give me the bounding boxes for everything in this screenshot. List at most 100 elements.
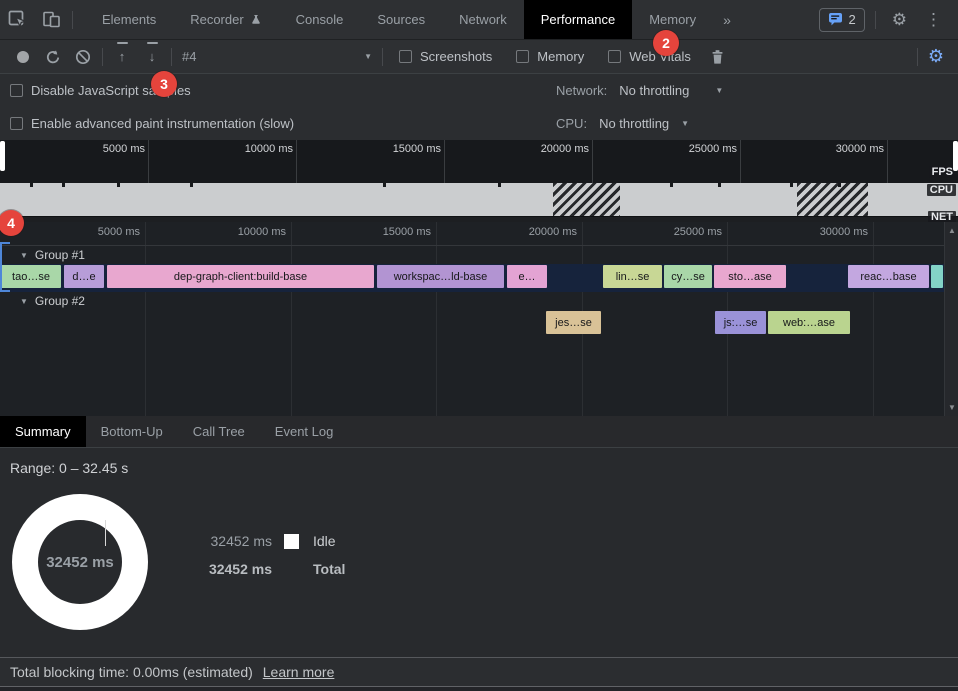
checkbox-label: Memory: [537, 49, 585, 64]
cpu-activity-dip: [838, 183, 841, 187]
divider: [874, 10, 876, 29]
advanced-paint-checkbox[interactable]: Enable advanced paint instrumentation (s…: [10, 116, 294, 131]
cpu-label: CPU:: [556, 116, 588, 131]
flame-bar[interactable]: reac…base: [848, 265, 929, 288]
tab-console[interactable]: Console: [279, 0, 361, 39]
tab-label: Performance: [540, 12, 616, 27]
tab-label: Recorder: [190, 12, 244, 27]
scroll-up-icon[interactable]: ▲: [948, 226, 956, 235]
tab-label: Console: [295, 12, 344, 27]
group-2-header[interactable]: ▼ Group #2: [0, 292, 944, 310]
overview-tick-label: 25000 ms: [688, 143, 737, 155]
flame-bar[interactable]: cy…se: [664, 265, 712, 288]
overview-gridline: [592, 140, 593, 222]
tbt-text: Total blocking time: 0.00ms (estimated): [10, 664, 253, 680]
tab-memory[interactable]: Memory: [632, 0, 713, 39]
device-toolbar-icon[interactable]: [34, 6, 68, 34]
tab-label: Memory: [649, 12, 697, 27]
flame-scrollbar[interactable]: ▲ ▼: [944, 222, 958, 416]
more-menu-icon[interactable]: ⋮: [925, 10, 942, 29]
performance-toolbar: ↑ ↓ #4 ▼ Screenshots Memory Web Vitals ⚙: [0, 40, 958, 74]
flame-bar[interactable]: jes…se: [546, 311, 601, 334]
capture-options-row-2: Enable advanced paint instrumentation (s…: [0, 107, 958, 140]
legend-label: Total: [313, 561, 346, 577]
overview-cpu-lane: [0, 183, 958, 216]
tabbar-right: 2 ⚙ ⋮: [818, 7, 958, 32]
tab-event-log[interactable]: Event Log: [274, 424, 334, 439]
garbage-collect-button[interactable]: [703, 44, 733, 70]
cpu-activity-dip: [670, 183, 673, 187]
cpu-activity-dip: [30, 183, 33, 187]
learn-more-link[interactable]: Learn more: [262, 664, 335, 680]
overview-left-handle[interactable]: [0, 141, 5, 171]
flame-bar[interactable]: e…: [507, 265, 547, 288]
record-button[interactable]: [8, 44, 38, 70]
overview-right-handle[interactable]: [953, 141, 958, 171]
flame-tick-label: 20000 ms: [528, 226, 577, 238]
flame-bar[interactable]: workspac…ld-base: [377, 265, 504, 288]
legend-label: Idle: [313, 533, 336, 549]
flame-bar[interactable]: lin…se: [603, 265, 662, 288]
load-profile-button[interactable]: ↑: [107, 42, 137, 70]
flame-bar[interactable]: web:…ase: [768, 311, 850, 334]
flame-chart[interactable]: ▼ Group #1 tao…se d…e dep-graph-client:bui…: [0, 222, 958, 416]
cpu-throttling-select[interactable]: CPU: No throttling ▼: [556, 116, 689, 131]
group-1-header[interactable]: ▼ Group #1: [0, 246, 944, 264]
tab-bottom-up[interactable]: Bottom-Up: [100, 424, 163, 439]
collapse-caret-icon: ▼: [20, 250, 28, 260]
flame-bar[interactable]: sto…ase: [714, 265, 786, 288]
legend-value: 32452 ms: [210, 533, 272, 549]
timeline-overview[interactable]: FPS CPU NET 5000 ms 10000 ms 15000 ms 20000…: [0, 140, 958, 222]
overview-tick-label: 30000 ms: [835, 143, 884, 155]
overview-tick-label: 15000 ms: [392, 143, 441, 155]
disable-js-samples-checkbox[interactable]: Disable JavaScript samples: [10, 83, 191, 98]
issues-counter[interactable]: 2: [818, 7, 865, 32]
flame-bar[interactable]: [931, 265, 943, 288]
screenshots-checkbox[interactable]: Screenshots: [399, 49, 492, 64]
flame-tick-label: 10000 ms: [237, 226, 286, 238]
flame-bar[interactable]: d…e: [64, 265, 104, 288]
save-profile-button[interactable]: ↓: [137, 42, 167, 70]
tab-recorder[interactable]: Recorder: [173, 0, 278, 39]
flame-bar[interactable]: dep-graph-client:build-base: [107, 265, 374, 288]
cpu-activity-dip: [718, 183, 721, 187]
capture-settings-gear-icon[interactable]: ⚙: [927, 46, 944, 66]
flask-icon: [251, 14, 260, 24]
group-name: Group #2: [34, 294, 85, 308]
total-blocking-time-bar: Total blocking time: 0.00ms (estimated) …: [0, 657, 958, 686]
flame-bar[interactable]: js:…se: [715, 311, 766, 334]
tab-elements[interactable]: Elements: [85, 0, 173, 39]
flame-bar[interactable]: tao…se: [1, 265, 61, 288]
ruler-divider: [0, 245, 944, 246]
tab-performance[interactable]: Performance: [523, 0, 633, 39]
network-throttling-select[interactable]: Network: No throttling ▼: [556, 83, 723, 98]
annotation-badge-3[interactable]: 3: [151, 71, 177, 97]
tab-summary[interactable]: Summary: [0, 416, 86, 447]
overview-gridline: [740, 140, 741, 222]
cpu-activity-dip: [790, 183, 793, 187]
reload-and-record-button[interactable]: [38, 44, 68, 70]
tab-call-tree[interactable]: Call Tree: [192, 424, 245, 439]
history-dropdown[interactable]: #4 ▼: [182, 49, 372, 64]
annotation-badge-2[interactable]: 2: [653, 30, 679, 56]
tab-network[interactable]: Network: [442, 0, 524, 39]
overview-gridline: [887, 140, 888, 222]
toolbar-checkboxes: Screenshots Memory Web Vitals: [387, 49, 703, 64]
tab-sources[interactable]: Sources: [360, 0, 442, 39]
checkbox-box: [10, 84, 23, 97]
web-vitals-checkbox[interactable]: Web Vitals: [608, 49, 691, 64]
scroll-down-icon[interactable]: ▼: [948, 403, 956, 412]
memory-checkbox[interactable]: Memory: [516, 49, 584, 64]
tab-more[interactable]: »: [713, 0, 741, 39]
settings-gear-icon[interactable]: ⚙: [891, 10, 907, 29]
cpu-value: No throttling: [599, 116, 670, 131]
panel-tabs: Elements Recorder Console Sources Network Per…: [85, 0, 819, 39]
inspect-element-icon[interactable]: [0, 6, 34, 34]
clear-recording-button[interactable]: [68, 44, 98, 70]
group-1-track: tao…se d…e dep-graph-client:build-base work…: [0, 264, 944, 292]
annotation-badge-4[interactable]: 4: [0, 210, 24, 236]
checkbox-label: Enable advanced paint instrumentation (s…: [31, 116, 295, 131]
window-bottom-edge: [0, 686, 958, 691]
net-lane-label: NET: [928, 211, 956, 222]
